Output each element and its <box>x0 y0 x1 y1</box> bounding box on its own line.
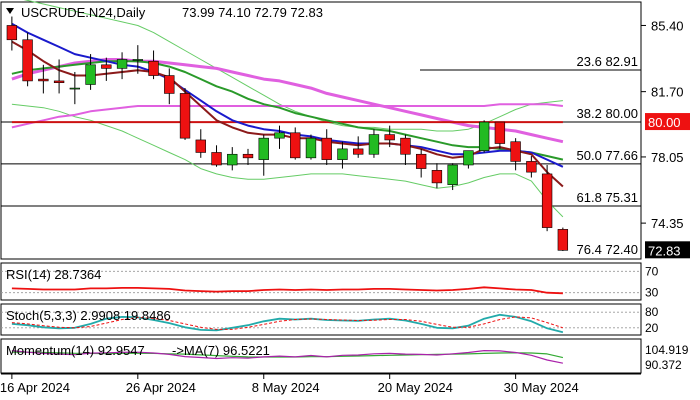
candle-body <box>227 153 238 166</box>
ohlc-readout: 73.99 74.10 72.79 72.83 <box>182 5 323 20</box>
momentum-plot-area: Momentum(14) 92.9547 ->MA(7) 96.5221 104.9… <box>6 343 689 372</box>
price-badge <box>645 241 690 259</box>
candle-body <box>53 80 65 84</box>
candle-body <box>258 137 269 160</box>
bollinger-lower-line <box>11 103 564 218</box>
candle-body <box>116 59 128 69</box>
candle-body <box>510 141 521 162</box>
date-tick-label: 16 Apr 2024 <box>0 380 70 395</box>
rsi-plot-area: RSI(14) 28.7364 70 30 <box>1 264 659 300</box>
candle-body <box>305 137 317 159</box>
candle-body <box>400 137 411 155</box>
date-tick-label: 30 May 2024 <box>504 380 579 395</box>
ma-magenta-line <box>11 103 564 129</box>
candle-body <box>431 170 443 184</box>
candle-body <box>38 78 49 82</box>
candle-body <box>69 87 81 90</box>
rsi-panel-frame <box>0 262 642 301</box>
fib-label-0: 23.6 82.91 <box>577 54 638 69</box>
rsi-axis-label: 70 <box>645 264 659 278</box>
fib-label-2: 50.0 77.66 <box>577 148 638 163</box>
candle-body <box>195 139 206 153</box>
axes-area: 85.40 81.70 78.05 74.35 80.00 72.83 16 Apr 202… <box>0 18 690 395</box>
candle-body <box>211 152 222 166</box>
stoch-label: Stoch(5,3,3) 2.9908 19.8486 <box>6 308 171 323</box>
fib-label-1: 38.2 80.00 <box>577 106 638 121</box>
stoch-axis-label: 20 <box>645 321 659 335</box>
candle-body <box>494 121 506 144</box>
candle-body <box>22 39 33 82</box>
candle-body <box>368 134 380 155</box>
rsi-label: RSI(14) 28.7364 <box>6 267 101 282</box>
candle-body <box>101 64 112 69</box>
price-tick-label: 85.40 <box>651 18 684 33</box>
price-badge-label: 72.83 <box>648 243 681 258</box>
candle-body <box>478 121 490 151</box>
candle-body <box>415 153 427 169</box>
candle-body <box>353 148 364 155</box>
candle-body <box>179 93 191 139</box>
momentum-axis-label-bottom: 90.372 <box>645 358 682 372</box>
rsi-axis-label: 30 <box>645 286 659 300</box>
candle-body <box>132 59 143 61</box>
momentum-line <box>11 350 564 364</box>
stoch-k-line <box>11 313 564 334</box>
main-plot-area: 23.6 82.91 38.2 80.00 50.0 77.66 61.8 75.31… <box>1 0 641 257</box>
momentum-label: Momentum(14) 92.9547 <box>6 343 145 358</box>
rsi-line <box>11 286 563 295</box>
candle-body <box>384 134 395 141</box>
chart-symbol-title: USCRUDE.N24,Daily <box>21 5 146 20</box>
fib-label-4: 76.4 72.40 <box>577 242 638 257</box>
candle-body <box>290 132 301 159</box>
price-badge <box>645 113 690 131</box>
candle-body <box>557 229 569 251</box>
stoch-plot-area: Stoch(5,3,3) 2.9908 19.8486 80 20 <box>1 305 659 335</box>
bollinger-upper-line <box>23 0 563 132</box>
candle-body <box>321 137 332 160</box>
price-tick-label: 78.05 <box>651 150 684 165</box>
price-badge-label: 80.00 <box>648 115 681 130</box>
candle-body <box>164 75 175 94</box>
candle-body <box>85 64 96 85</box>
price-tick-label: 74.35 <box>651 216 684 231</box>
collapse-arrow-icon[interactable] <box>6 8 14 14</box>
main-panel-frame <box>0 1 642 260</box>
stoch-axis-label: 80 <box>645 305 659 319</box>
price-tick-label: 81.70 <box>651 85 684 100</box>
candle-body <box>274 132 285 139</box>
date-tick-label: 20 May 2024 <box>378 380 453 395</box>
momentum-axis-label-top: 104.919 <box>645 343 689 357</box>
candle-body <box>463 150 474 166</box>
momentum-ma-label: ->MA(7) 96.5221 <box>172 343 270 358</box>
date-tick-label: 8 May 2024 <box>252 380 320 395</box>
stoch-d-line <box>11 316 564 330</box>
candle-body <box>337 148 348 160</box>
fib-label-3: 61.8 75.31 <box>577 190 638 205</box>
candle-body <box>242 153 254 159</box>
candle-body <box>148 60 159 76</box>
date-tick-label: 26 Apr 2024 <box>126 380 196 395</box>
candle-body <box>541 173 553 228</box>
candle-body <box>447 164 458 185</box>
candle-body <box>6 25 18 41</box>
candle-body <box>526 161 537 173</box>
